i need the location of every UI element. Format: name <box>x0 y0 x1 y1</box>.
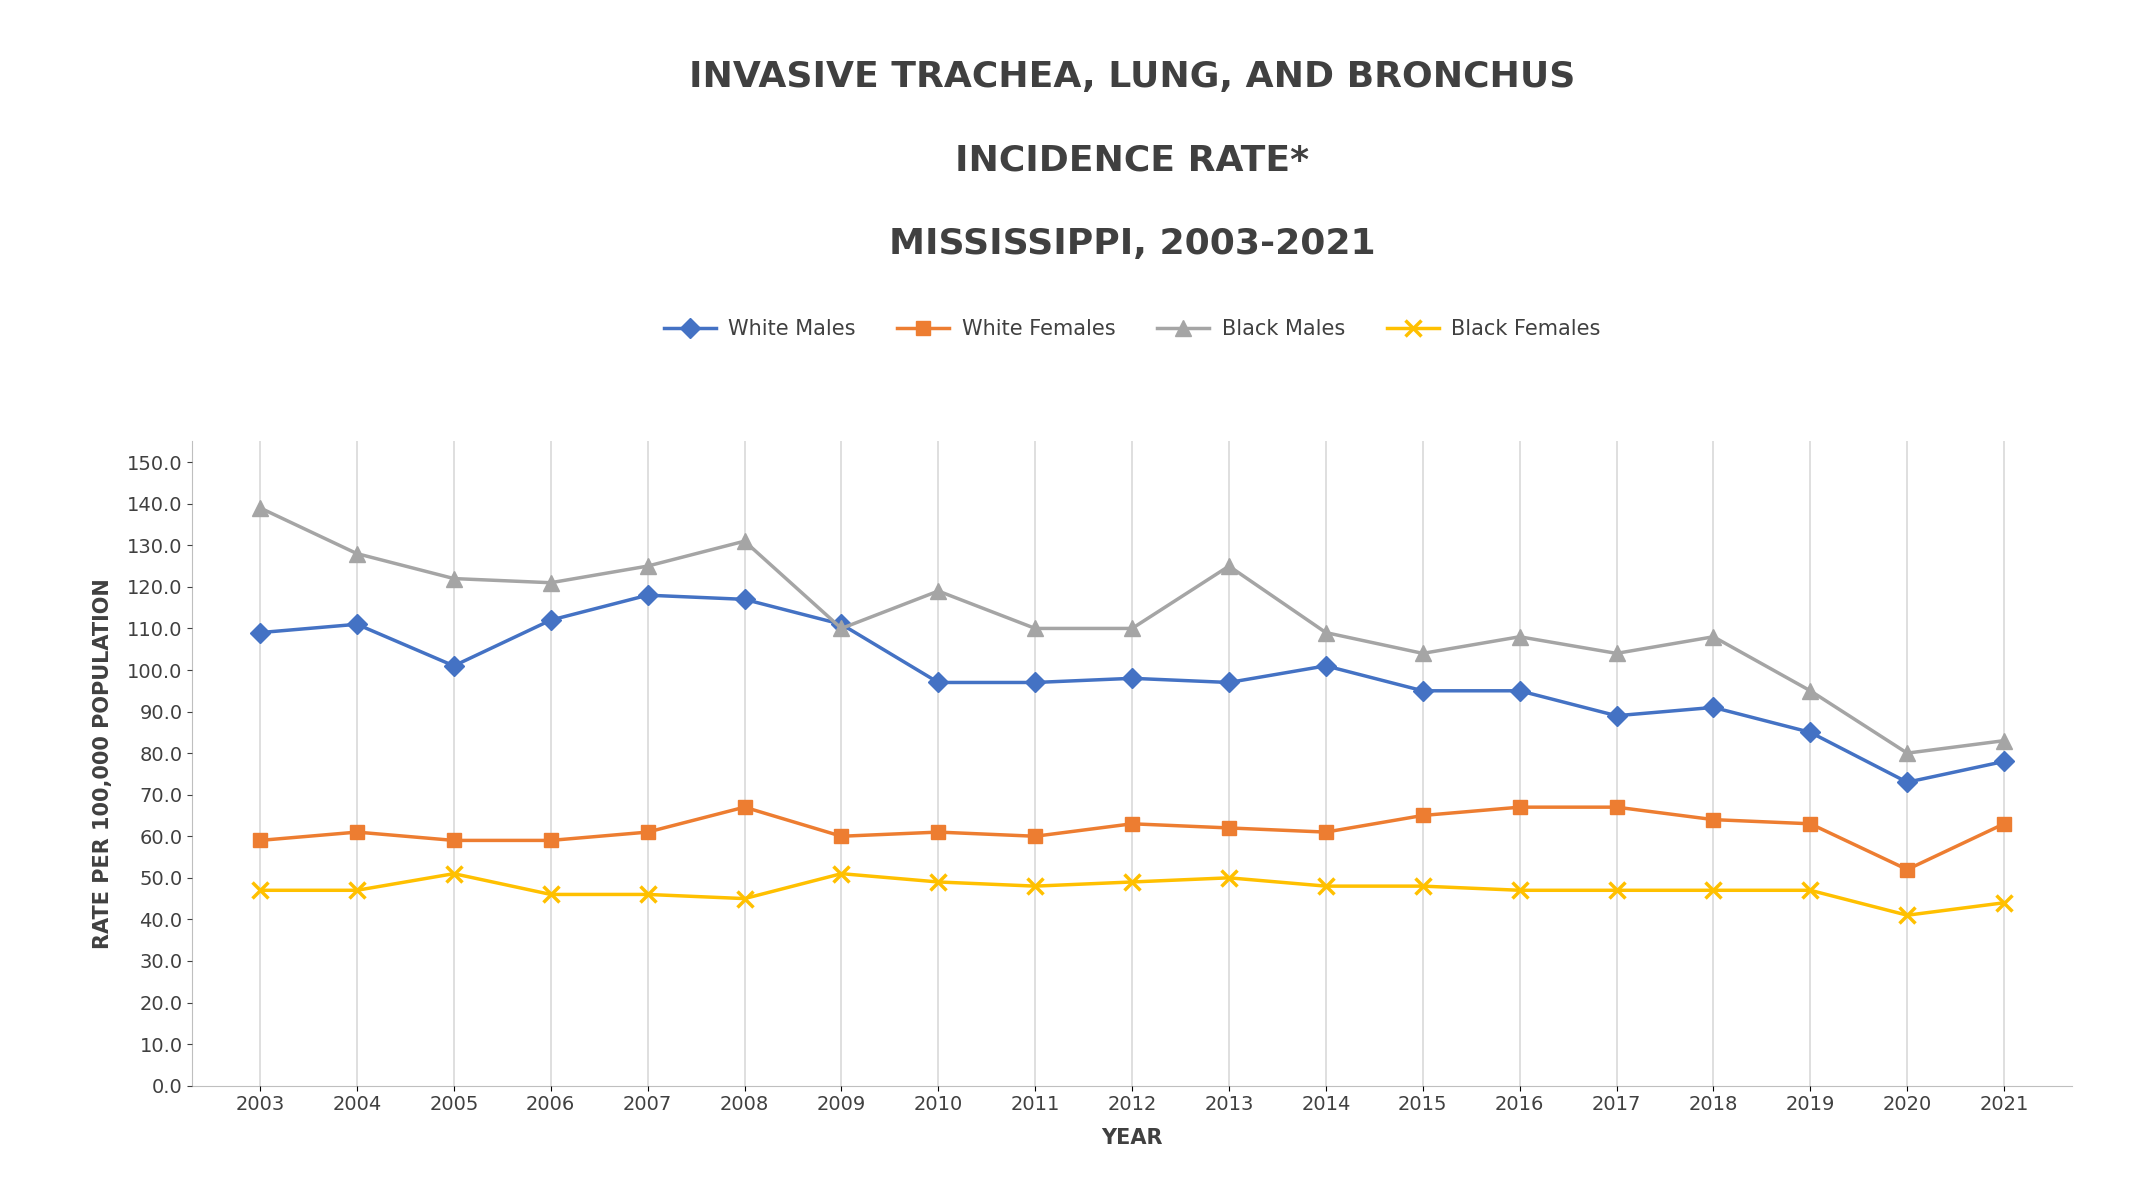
Y-axis label: RATE PER 100,000 POPULATION: RATE PER 100,000 POPULATION <box>94 579 113 948</box>
White Females <box>1410 809 1435 823</box>
Black Males <box>829 622 854 636</box>
Black Males <box>538 575 564 589</box>
White Females <box>538 833 564 847</box>
X-axis label: YEAR: YEAR <box>1102 1129 1162 1148</box>
Black Females <box>1119 874 1145 889</box>
White Females <box>1700 812 1726 827</box>
Black Females <box>1023 879 1049 894</box>
Black Males <box>1991 734 2016 748</box>
White Males <box>1991 754 2016 768</box>
Black Females <box>1799 883 1824 897</box>
White Females <box>733 801 758 815</box>
White Males <box>1604 709 1630 723</box>
White Females <box>1506 801 1532 815</box>
Text: INVASIVE TRACHEA, LUNG, AND BRONCHUS: INVASIVE TRACHEA, LUNG, AND BRONCHUS <box>690 60 1574 93</box>
White Females <box>440 833 466 847</box>
White Males <box>829 617 854 631</box>
Black Males <box>925 583 951 598</box>
White Females <box>1799 817 1824 832</box>
Line: Black Females: Black Females <box>252 865 2012 923</box>
Black Males <box>1023 622 1049 636</box>
Black Males <box>440 571 466 586</box>
Black Females <box>1991 896 2016 910</box>
Black Males <box>344 546 370 561</box>
White Males <box>733 592 758 606</box>
White Males <box>634 588 660 602</box>
Black Females <box>1410 879 1435 894</box>
Black Males <box>1215 560 1241 574</box>
Black Males <box>1314 625 1339 639</box>
Black Females <box>440 866 466 880</box>
White Males <box>925 675 951 690</box>
Black Females <box>248 883 273 897</box>
White Females <box>1119 817 1145 832</box>
Line: White Males: White Males <box>254 588 2010 789</box>
Black Males <box>1799 684 1824 698</box>
White Females <box>1895 863 1920 877</box>
Line: Black Males: Black Males <box>252 500 2012 761</box>
White Males <box>1410 684 1435 698</box>
Black Males <box>1604 647 1630 661</box>
White Females <box>1604 801 1630 815</box>
Black Females <box>1215 871 1241 885</box>
Black Females <box>1604 883 1630 897</box>
White Males <box>538 613 564 628</box>
White Females <box>1023 829 1049 843</box>
Black Males <box>1895 746 1920 760</box>
Text: INCIDENCE RATE*: INCIDENCE RATE* <box>955 143 1309 177</box>
White Females <box>1314 824 1339 839</box>
White Males <box>1700 700 1726 715</box>
White Females <box>634 824 660 839</box>
White Females <box>829 829 854 843</box>
Line: White Females: White Females <box>254 801 2010 877</box>
White Males <box>440 659 466 673</box>
Black Females <box>733 891 758 905</box>
White Males <box>1119 672 1145 686</box>
Black Males <box>248 501 273 515</box>
White Males <box>1023 675 1049 690</box>
Black Females <box>634 888 660 902</box>
Black Males <box>1119 622 1145 636</box>
White Males <box>248 625 273 639</box>
White Males <box>344 617 370 631</box>
Black Females <box>538 888 564 902</box>
Black Females <box>1895 908 1920 922</box>
White Females <box>1215 821 1241 835</box>
White Females <box>1991 817 2016 832</box>
White Females <box>248 833 273 847</box>
Black Females <box>1314 879 1339 894</box>
White Males <box>1506 684 1532 698</box>
Black Males <box>1410 647 1435 661</box>
White Males <box>1215 675 1241 690</box>
White Males <box>1314 659 1339 673</box>
White Females <box>925 824 951 839</box>
Black Males <box>1700 630 1726 644</box>
Text: MISSISSIPPI, 2003-2021: MISSISSIPPI, 2003-2021 <box>889 227 1376 260</box>
Black Females <box>829 866 854 880</box>
White Males <box>1799 725 1824 740</box>
Black Males <box>634 560 660 574</box>
Black Males <box>733 534 758 549</box>
White Females <box>344 824 370 839</box>
Black Females <box>344 883 370 897</box>
Black Females <box>1700 883 1726 897</box>
White Males <box>1895 775 1920 790</box>
Black Males <box>1506 630 1532 644</box>
Black Females <box>1506 883 1532 897</box>
Black Females <box>925 874 951 889</box>
Legend: White Males, White Females, Black Males, Black Females: White Males, White Females, Black Males,… <box>656 310 1608 347</box>
